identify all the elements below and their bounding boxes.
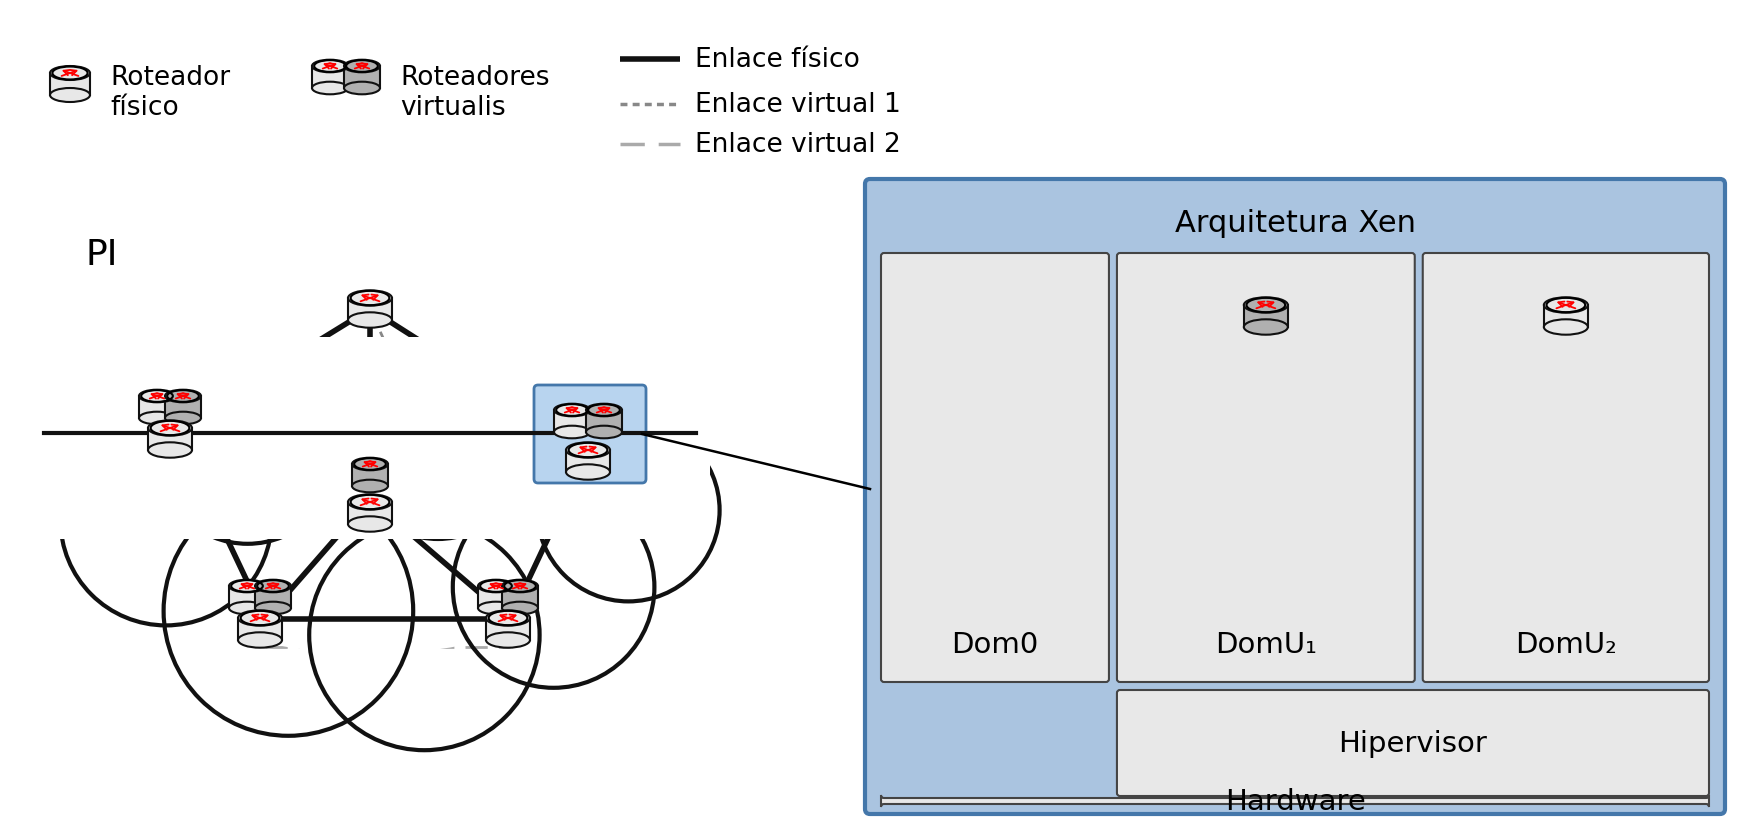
Text: Hardware: Hardware xyxy=(1225,787,1366,815)
Text: DomU₂: DomU₂ xyxy=(1516,630,1617,658)
Ellipse shape xyxy=(348,494,392,510)
Ellipse shape xyxy=(477,580,514,593)
Ellipse shape xyxy=(348,313,392,329)
Ellipse shape xyxy=(502,602,538,614)
Circle shape xyxy=(157,362,338,544)
Ellipse shape xyxy=(139,390,174,402)
Text: DomU₁: DomU₁ xyxy=(1214,630,1317,658)
Ellipse shape xyxy=(1543,298,1589,313)
Bar xyxy=(139,397,174,418)
Circle shape xyxy=(453,487,655,688)
Text: Enlace virtual 1: Enlace virtual 1 xyxy=(695,92,901,118)
Ellipse shape xyxy=(228,580,265,593)
Bar xyxy=(348,503,392,524)
Circle shape xyxy=(537,420,719,602)
Bar xyxy=(566,450,610,473)
Bar xyxy=(1543,306,1589,328)
Ellipse shape xyxy=(239,633,282,648)
Bar xyxy=(30,338,711,539)
Ellipse shape xyxy=(348,517,392,532)
Ellipse shape xyxy=(312,83,348,95)
Bar xyxy=(148,428,192,450)
Bar xyxy=(312,67,348,89)
Text: Enlace virtual 2: Enlace virtual 2 xyxy=(695,132,901,158)
Circle shape xyxy=(308,520,540,750)
Ellipse shape xyxy=(139,412,174,425)
Text: Dom0: Dom0 xyxy=(951,630,1038,658)
Ellipse shape xyxy=(566,465,610,480)
Text: Hipervisor: Hipervisor xyxy=(1338,729,1488,757)
FancyBboxPatch shape xyxy=(881,795,1709,807)
Ellipse shape xyxy=(585,404,622,416)
Bar xyxy=(343,67,380,89)
Bar xyxy=(477,586,514,609)
Ellipse shape xyxy=(125,415,615,664)
Circle shape xyxy=(164,487,413,736)
Ellipse shape xyxy=(348,291,392,306)
FancyBboxPatch shape xyxy=(535,386,646,484)
Bar xyxy=(228,586,265,609)
Bar xyxy=(1244,306,1287,328)
Bar xyxy=(51,74,91,96)
Bar xyxy=(348,299,392,320)
Ellipse shape xyxy=(148,421,192,436)
Bar xyxy=(585,411,622,432)
Ellipse shape xyxy=(51,89,91,103)
Text: Roteador
físico: Roteador físico xyxy=(110,65,230,121)
Bar xyxy=(554,411,591,432)
Bar xyxy=(254,586,291,609)
Ellipse shape xyxy=(148,443,192,458)
Ellipse shape xyxy=(254,580,291,593)
FancyBboxPatch shape xyxy=(1423,253,1709,682)
Ellipse shape xyxy=(165,390,200,402)
Ellipse shape xyxy=(343,60,380,73)
FancyBboxPatch shape xyxy=(1117,253,1415,682)
Ellipse shape xyxy=(312,60,348,73)
Bar xyxy=(165,397,200,418)
Ellipse shape xyxy=(132,424,608,654)
Bar xyxy=(486,619,530,640)
Bar xyxy=(502,586,538,609)
Ellipse shape xyxy=(352,480,388,493)
Ellipse shape xyxy=(554,404,591,416)
Ellipse shape xyxy=(486,633,530,648)
Ellipse shape xyxy=(254,602,291,614)
Text: PI: PI xyxy=(85,238,117,272)
Ellipse shape xyxy=(1244,320,1287,335)
FancyBboxPatch shape xyxy=(881,253,1110,682)
Ellipse shape xyxy=(566,443,610,458)
Ellipse shape xyxy=(165,412,200,425)
FancyBboxPatch shape xyxy=(866,180,1725,814)
Bar xyxy=(352,465,388,486)
Text: Arquitetura Xen: Arquitetura Xen xyxy=(1174,209,1416,237)
Ellipse shape xyxy=(585,426,622,439)
Ellipse shape xyxy=(486,610,530,626)
Ellipse shape xyxy=(1244,298,1287,313)
Ellipse shape xyxy=(477,602,514,614)
Text: Roteadores
virtualis: Roteadores virtualis xyxy=(401,65,549,121)
Circle shape xyxy=(352,367,524,539)
Ellipse shape xyxy=(239,610,282,626)
Circle shape xyxy=(61,415,272,626)
Ellipse shape xyxy=(51,67,91,81)
Ellipse shape xyxy=(343,83,380,95)
Ellipse shape xyxy=(1543,320,1589,335)
Ellipse shape xyxy=(502,580,538,593)
Ellipse shape xyxy=(228,602,265,614)
FancyBboxPatch shape xyxy=(1117,691,1709,796)
Text: Enlace físico: Enlace físico xyxy=(695,47,861,73)
Bar xyxy=(239,619,282,640)
Ellipse shape xyxy=(554,426,591,439)
Ellipse shape xyxy=(352,458,388,471)
